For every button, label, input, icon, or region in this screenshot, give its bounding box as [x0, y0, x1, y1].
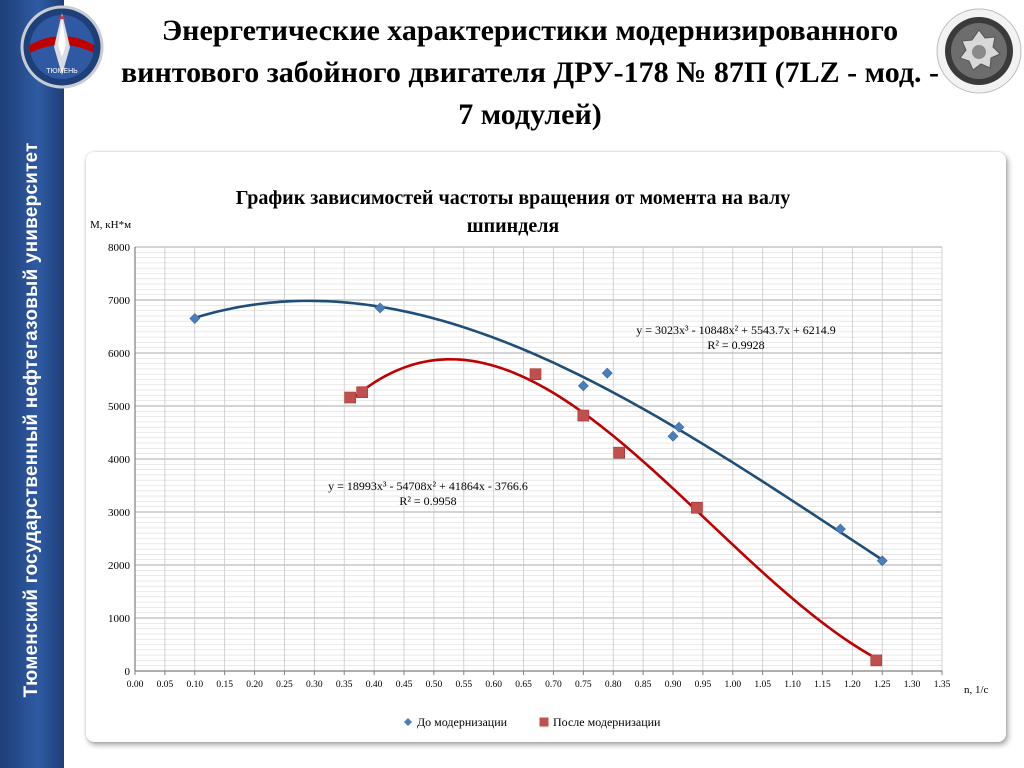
y-tick-label: 7000 [108, 295, 131, 307]
chart-title-line: График зависимостей частоты вращения от … [236, 187, 791, 209]
x-tick-label: 0.60 [485, 680, 502, 690]
x-tick-label: 1.00 [724, 680, 741, 690]
university-logo: ТЮМЕНЬ [20, 5, 104, 89]
data-point-after [529, 368, 542, 380]
slide-title: Энергетические характеристики модернизир… [120, 14, 939, 131]
x-tick-label: 0.30 [306, 680, 323, 690]
x-tick-label: 1.20 [844, 680, 861, 690]
data-point-before [673, 421, 685, 433]
x-tick-label: 0.65 [515, 680, 532, 690]
y-tick-label: 4000 [108, 454, 131, 466]
x-tick-label: 0.45 [396, 680, 413, 690]
x-tick-label: 0.40 [366, 680, 383, 690]
data-point-after [356, 386, 368, 399]
chart-title-line: шпинделя [467, 215, 560, 237]
data-point-before [876, 555, 888, 567]
data-point-before [374, 302, 386, 314]
chart-title: График зависимостей частоты вращения от … [236, 187, 791, 237]
x-tick-label: 0.50 [426, 680, 443, 690]
x-axis-label: n, 1/c [964, 684, 989, 696]
x-tick-label: 0.25 [276, 680, 293, 690]
data-point-after [870, 654, 883, 667]
y-tick-label: 0 [125, 666, 131, 678]
x-tick-label: 0.85 [635, 680, 652, 690]
data-point-before [834, 523, 846, 535]
x-tick-label: 1.15 [814, 680, 831, 690]
x-tick-label: 0.05 [157, 680, 174, 690]
trendline-r2: R² = 0.9958 [399, 494, 456, 508]
x-tick-label: 1.35 [934, 680, 951, 690]
legend-marker-after [539, 717, 549, 727]
trendline-equation: y = 3023x³ - 10848x² + 5543.7x + 6214.9 [636, 323, 836, 337]
data-point-after [577, 409, 590, 422]
y-tick-label: 2000 [108, 560, 131, 572]
y-tick-label: 1000 [108, 613, 131, 625]
x-tick-label: 0.35 [336, 680, 353, 690]
x-tick-label: 0.55 [455, 680, 472, 690]
x-tick-label: 0.20 [246, 680, 263, 690]
data-point-after [344, 391, 357, 404]
x-tick-label: 0.15 [216, 680, 233, 690]
drill-motor-logo [936, 8, 1022, 94]
data-point-before [577, 380, 589, 392]
x-tick-label: 0.90 [665, 680, 682, 690]
data-point-before [189, 313, 201, 324]
y-tick-label: 3000 [108, 507, 131, 519]
legend-marker-before [404, 718, 412, 726]
x-tick-label: 1.25 [874, 680, 891, 690]
x-tick-label: 0.80 [605, 680, 622, 690]
data-point-after [691, 501, 703, 514]
x-tick-label: 1.05 [754, 680, 771, 690]
trendline-equation: y = 18993x³ - 54708x² + 41864x - 3766.6 [328, 479, 528, 493]
x-tick-label: 1.30 [904, 680, 921, 690]
logo-text: ТЮМЕНЬ [46, 68, 78, 75]
data-point-before [667, 430, 679, 442]
x-tick-label: 1.10 [784, 680, 801, 690]
university-label: Тюменский государственный нефтегазовый у… [21, 142, 42, 698]
chart-panel: График зависимостей частоты вращения от … [86, 152, 1006, 742]
legend-label: До модернизации [417, 715, 508, 729]
x-tick-label: 0.75 [575, 680, 592, 690]
x-tick-label: 0.00 [127, 680, 144, 690]
x-tick-label: 0.10 [186, 680, 203, 690]
data-point-before [601, 367, 613, 379]
trendline-r2: R² = 0.9928 [707, 338, 764, 352]
y-tick-label: 5000 [108, 401, 131, 413]
trendline [194, 299, 883, 561]
y-tick-label: 6000 [108, 348, 131, 360]
y-axis-label: М, кН*м [90, 219, 131, 231]
trendline [349, 357, 877, 660]
y-tick-label: 8000 [108, 242, 131, 254]
data-point-after [613, 446, 626, 459]
legend-label: После модернизации [553, 715, 661, 729]
sidebar-band: Тюменский государственный нефтегазовый у… [0, 0, 64, 768]
x-tick-label: 0.95 [695, 680, 712, 690]
chart: График зависимостей частоты вращения от … [90, 187, 989, 729]
x-tick-label: 0.70 [545, 680, 562, 690]
